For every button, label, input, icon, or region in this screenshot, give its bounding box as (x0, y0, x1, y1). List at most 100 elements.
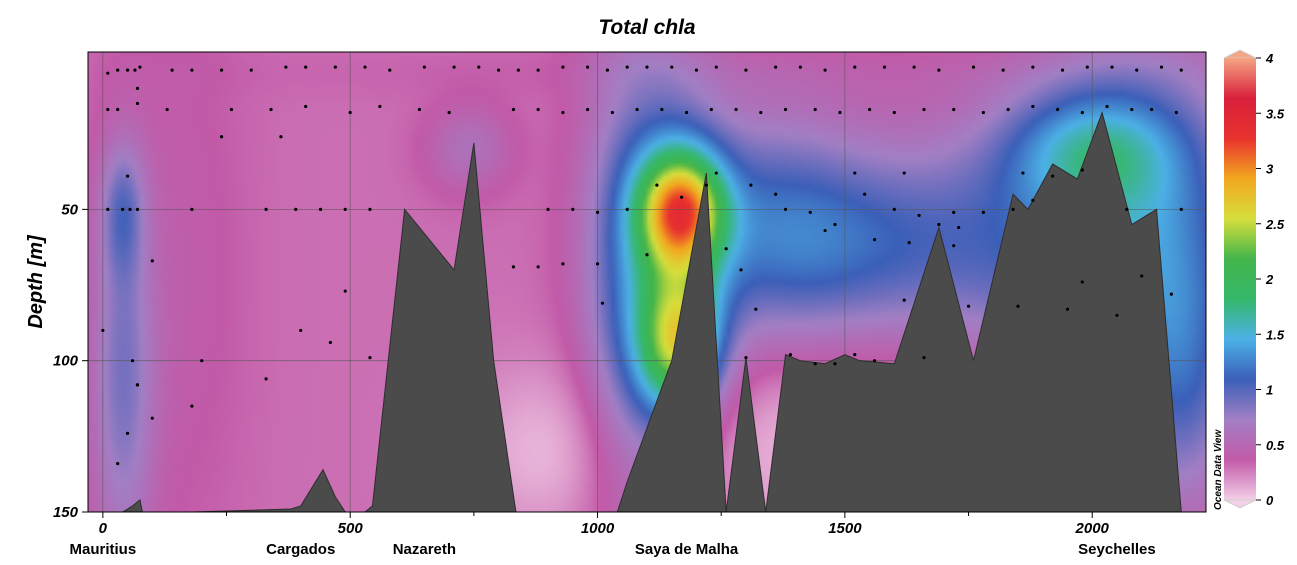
sample-point (595, 210, 600, 214)
sample-point (106, 207, 110, 211)
sample-point (1011, 207, 1015, 211)
sample-point (966, 304, 971, 308)
sample-point (561, 110, 565, 115)
sample-point (561, 262, 565, 266)
sample-point (264, 207, 268, 211)
sample-point (709, 107, 713, 112)
sample-point (219, 135, 224, 139)
plot-area: 0 500 1000 1500 2000 50 100 150 Mauritius Carga… (53, 51, 1207, 558)
sample-point (872, 238, 877, 242)
sample-point (1016, 304, 1020, 308)
colorbar: 0 0.5 1 1.5 2 2.5 3 3.5 4 (1223, 49, 1285, 509)
sample-point (318, 207, 323, 211)
sample-point (135, 101, 140, 106)
sample-point (813, 362, 817, 366)
sample-point (1179, 68, 1183, 72)
sample-point (368, 356, 372, 360)
sample-point (902, 298, 906, 302)
sample-point (1085, 65, 1089, 69)
colorbar-tick-label: 3.5 (1266, 106, 1285, 121)
sample-point (299, 328, 303, 333)
sample-point (452, 65, 456, 69)
sample-point (170, 68, 174, 72)
sample-point (600, 301, 605, 305)
sample-point (660, 107, 664, 112)
station-label: Seychelles (1078, 541, 1156, 558)
sample-point (892, 110, 896, 115)
colorbar-tick-label: 0 (1266, 493, 1274, 508)
sample-point (645, 253, 649, 257)
colorbar-top-arrow (1223, 49, 1257, 59)
sample-point (1179, 207, 1183, 211)
sample-point (734, 107, 738, 112)
sample-point (284, 65, 288, 69)
sample-point (981, 110, 985, 115)
colorbar-tick-label: 2.5 (1265, 217, 1285, 232)
sample-point (952, 107, 956, 112)
sample-point (838, 110, 842, 115)
sample-point (1060, 68, 1065, 72)
sample-point (922, 107, 926, 112)
y-tick-label: 150 (53, 504, 79, 521)
odv-credit: Ocean Data View (1213, 429, 1224, 510)
sample-point (1110, 65, 1114, 69)
sample-point (128, 207, 132, 211)
sample-point (1159, 65, 1164, 69)
sample-point (116, 461, 120, 466)
sample-point (704, 183, 708, 187)
station-label: Cargados (266, 541, 335, 558)
sample-point (823, 228, 827, 233)
x-tick-label: 2000 (1075, 520, 1110, 537)
sample-point (744, 356, 748, 360)
sample-point (783, 207, 788, 211)
colorbar-tick-label: 0.5 (1266, 438, 1285, 453)
sample-point (833, 222, 837, 227)
sample-point (101, 328, 105, 333)
sample-point (1031, 198, 1035, 202)
sample-point (279, 135, 283, 139)
sample-point (783, 107, 788, 112)
sample-point (135, 383, 140, 387)
sample-point (754, 307, 758, 311)
sample-point (133, 68, 137, 72)
x-tick-label: 1500 (828, 520, 862, 537)
sample-point (294, 207, 298, 211)
colorbar-tick-label: 1 (1266, 383, 1273, 398)
sample-point (328, 340, 332, 345)
sample-point (971, 65, 976, 69)
sample-point (1080, 110, 1084, 115)
sample-point (788, 353, 793, 357)
sample-point (1125, 207, 1129, 211)
sample-point (610, 110, 614, 115)
sample-point (496, 68, 501, 72)
sample-point (125, 174, 130, 178)
sample-point (447, 110, 451, 115)
sample-point (625, 207, 629, 211)
y-axis-ticks: 50 100 150 (53, 201, 88, 521)
sample-point (1130, 107, 1134, 112)
sample-point (1065, 307, 1070, 311)
sample-point (586, 107, 590, 112)
sample-point (106, 71, 110, 75)
sample-point (368, 207, 372, 211)
colorbar-tick-label: 4 (1265, 51, 1274, 66)
station-label: Mauritius (69, 541, 136, 558)
sample-point (981, 210, 985, 214)
sample-point (1169, 292, 1173, 296)
colorbar-bottom-arrow (1223, 499, 1257, 509)
colorbar-tick-label: 1.5 (1266, 327, 1285, 342)
sample-point (378, 104, 382, 109)
colorbar-tick-label: 3 (1266, 162, 1274, 177)
sample-point (150, 416, 154, 420)
sample-point (348, 110, 352, 115)
sample-point (121, 207, 125, 211)
sample-point (892, 207, 896, 211)
sample-point (853, 65, 857, 69)
sample-point (135, 86, 140, 90)
sample-point (937, 222, 941, 227)
sample-point (343, 207, 347, 211)
sample-point (917, 213, 921, 218)
sample-point (694, 68, 699, 72)
sample-point (536, 107, 540, 112)
sample-point (106, 107, 110, 112)
